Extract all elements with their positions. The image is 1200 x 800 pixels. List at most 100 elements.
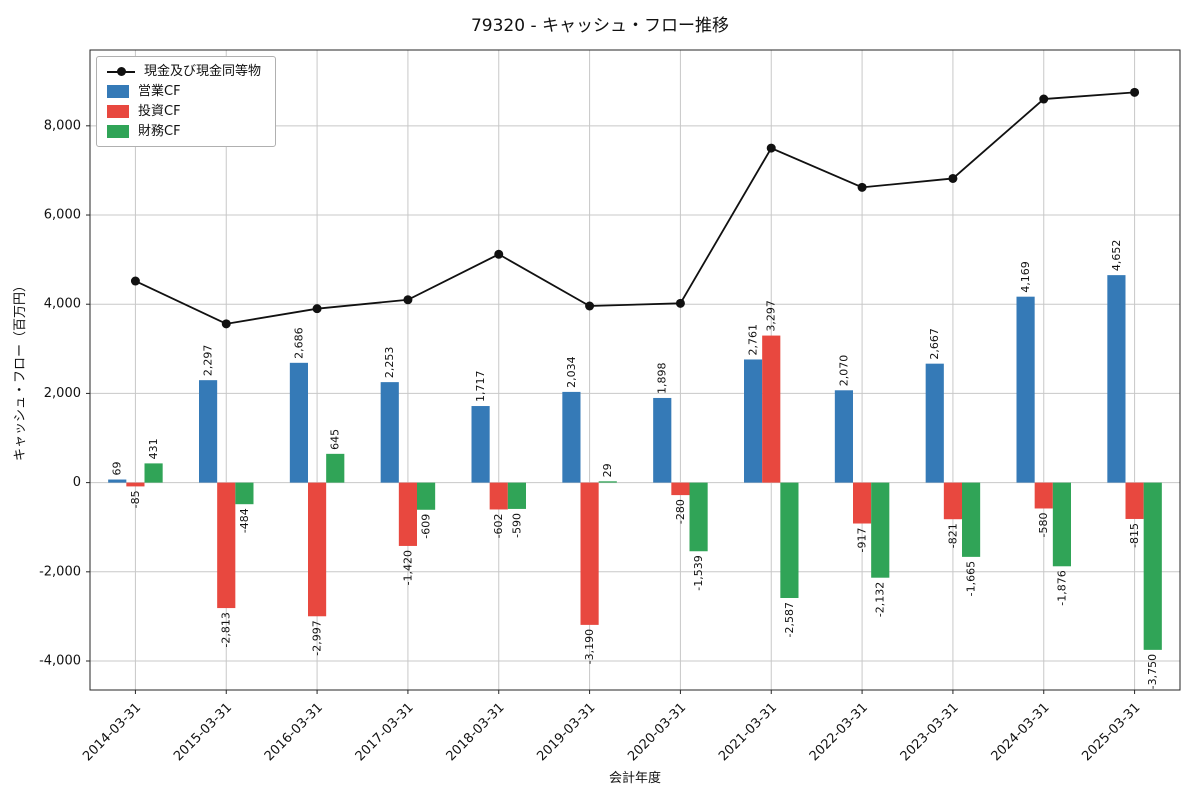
x-tick-label: 2017-03-31 [353, 700, 417, 764]
legend-item-investing-cf: 投資CF [107, 105, 261, 118]
cash-line-marker-icon [221, 319, 231, 329]
bar-label: 4,652 [1110, 240, 1123, 272]
cash-line-marker-icon [130, 276, 140, 286]
legend-swatch-operating-icon [107, 85, 129, 98]
bar-営業CF-2015-03-31 [199, 380, 218, 483]
bar-財務CF-2016-03-31 [326, 453, 345, 483]
x-tick-label: 2014-03-31 [80, 700, 144, 764]
bar-営業CF-2017-03-31 [380, 382, 399, 483]
bar-財務CF-2014-03-31 [144, 463, 163, 483]
bar-label: -2,813 [220, 612, 233, 647]
bar-営業CF-2020-03-31 [653, 397, 672, 483]
bar-label: -821 [946, 523, 959, 548]
bar-営業CF-2016-03-31 [289, 362, 308, 483]
bar-投資CF-2017-03-31 [398, 482, 417, 546]
bar-財務CF-2020-03-31 [689, 482, 708, 552]
y-tick-label: -2,000 [39, 564, 81, 579]
cash-line [135, 91, 1135, 325]
bar-財務CF-2024-03-31 [1052, 482, 1071, 567]
bar-label: -815 [1128, 523, 1141, 548]
bar-label: -484 [238, 508, 251, 533]
bar-label: -1,539 [692, 555, 705, 590]
bar-label: 2,253 [383, 347, 396, 379]
cash-line-marker-icon [494, 249, 504, 259]
bar-財務CF-2019-03-31 [598, 481, 617, 483]
bar-営業CF-2022-03-31 [834, 390, 853, 483]
bar-財務CF-2023-03-31 [962, 482, 981, 557]
bar-label: -2,587 [783, 602, 796, 637]
bar-投資CF-2016-03-31 [308, 482, 327, 617]
cash-line-marker-icon [1130, 87, 1140, 97]
gridlines [90, 50, 1180, 690]
cash-line-marker-icon [312, 304, 322, 314]
bar-label: -1,420 [401, 550, 414, 585]
bar-label: 2,667 [928, 328, 941, 360]
x-axis: 2014-03-31 2015-03-31 2016-03-31 2017-03-31… [80, 690, 1143, 764]
bars [108, 275, 1162, 650]
bar-営業CF-2018-03-31 [471, 406, 490, 483]
y-axis: -4,000 -2,000 0 2,000 4,000 6,000 8,000 [39, 118, 90, 669]
bar-財務CF-2025-03-31 [1143, 482, 1162, 650]
y-axis-label: キャッシュ・フロー（百万円） [13, 279, 28, 461]
bar-label: -580 [1037, 512, 1050, 537]
legend-label-operating: 営業CF [138, 84, 181, 99]
bar-投資CF-2015-03-31 [217, 482, 236, 609]
bar-label: -1,876 [1055, 570, 1068, 605]
bar-label: 29 [601, 463, 614, 477]
legend-line-marker-icon [107, 65, 135, 78]
legend-item-cash-line: 現金及び現金同等物 [107, 65, 261, 78]
x-tick-label: 2022-03-31 [807, 700, 871, 764]
x-tick-label: 2018-03-31 [444, 700, 508, 764]
cash-line-marker-icon [403, 295, 413, 305]
bar-投資CF-2021-03-31 [762, 335, 781, 483]
x-tick-label: 2016-03-31 [262, 700, 326, 764]
cash-line-marker-icon [1039, 94, 1049, 104]
bar-投資CF-2023-03-31 [943, 482, 962, 520]
chart-title: 79320 - キャッシュ・フロー推移 [470, 16, 730, 36]
bar-投資CF-2022-03-31 [853, 482, 872, 524]
y-tick-label: 0 [73, 475, 81, 490]
cash-line-marker-icon [585, 301, 595, 311]
bar-投資CF-2018-03-31 [489, 482, 508, 510]
x-tick-label: 2015-03-31 [171, 700, 235, 764]
cash-line-marker-icon [948, 173, 958, 183]
bar-label: -3,190 [583, 629, 596, 664]
x-tick-label: 2020-03-31 [625, 700, 689, 764]
y-tick-label: -4,000 [39, 654, 81, 669]
y-tick-label: 6,000 [44, 208, 81, 223]
bar-投資CF-2024-03-31 [1034, 482, 1053, 509]
bar-営業CF-2024-03-31 [1016, 296, 1035, 483]
bar-投資CF-2020-03-31 [671, 482, 690, 496]
bar-label: 2,034 [565, 356, 578, 388]
bar-label: -3,750 [1146, 654, 1159, 689]
bar-label: 2,297 [202, 345, 215, 377]
bar-label: 2,761 [747, 324, 760, 356]
bar-label: -280 [674, 499, 687, 524]
bar-label: -609 [420, 514, 433, 539]
bar-label: -2,132 [874, 582, 887, 617]
bar-label: 645 [329, 429, 342, 450]
x-tick-label: 2023-03-31 [898, 700, 962, 764]
bar-営業CF-2019-03-31 [562, 391, 581, 483]
cash-line-marker-icon [857, 182, 867, 192]
x-tick-label: 2019-03-31 [534, 700, 598, 764]
bar-財務CF-2022-03-31 [871, 482, 890, 578]
legend-item-operating-cf: 営業CF [107, 85, 261, 98]
y-tick-label: 2,000 [44, 386, 81, 401]
line-series-cash [130, 87, 1140, 329]
bar-label: -1,665 [965, 561, 978, 596]
cash-line-marker-icon [675, 298, 685, 308]
x-tick-label: 2024-03-31 [989, 700, 1053, 764]
bar-財務CF-2015-03-31 [235, 482, 254, 505]
plot-border [89, 49, 1181, 691]
bar-投資CF-2019-03-31 [580, 482, 599, 625]
bar-財務CF-2018-03-31 [507, 482, 526, 509]
legend-item-financing-cf: 財務CF [107, 125, 261, 138]
legend-swatch-investing-icon [107, 105, 129, 118]
bar-label: 3,297 [765, 300, 778, 332]
bar-営業CF-2021-03-31 [744, 359, 763, 483]
bar-label: 2,070 [837, 355, 850, 387]
bar-営業CF-2014-03-31 [108, 479, 127, 483]
legend-label-cash: 現金及び現金同等物 [144, 64, 262, 79]
